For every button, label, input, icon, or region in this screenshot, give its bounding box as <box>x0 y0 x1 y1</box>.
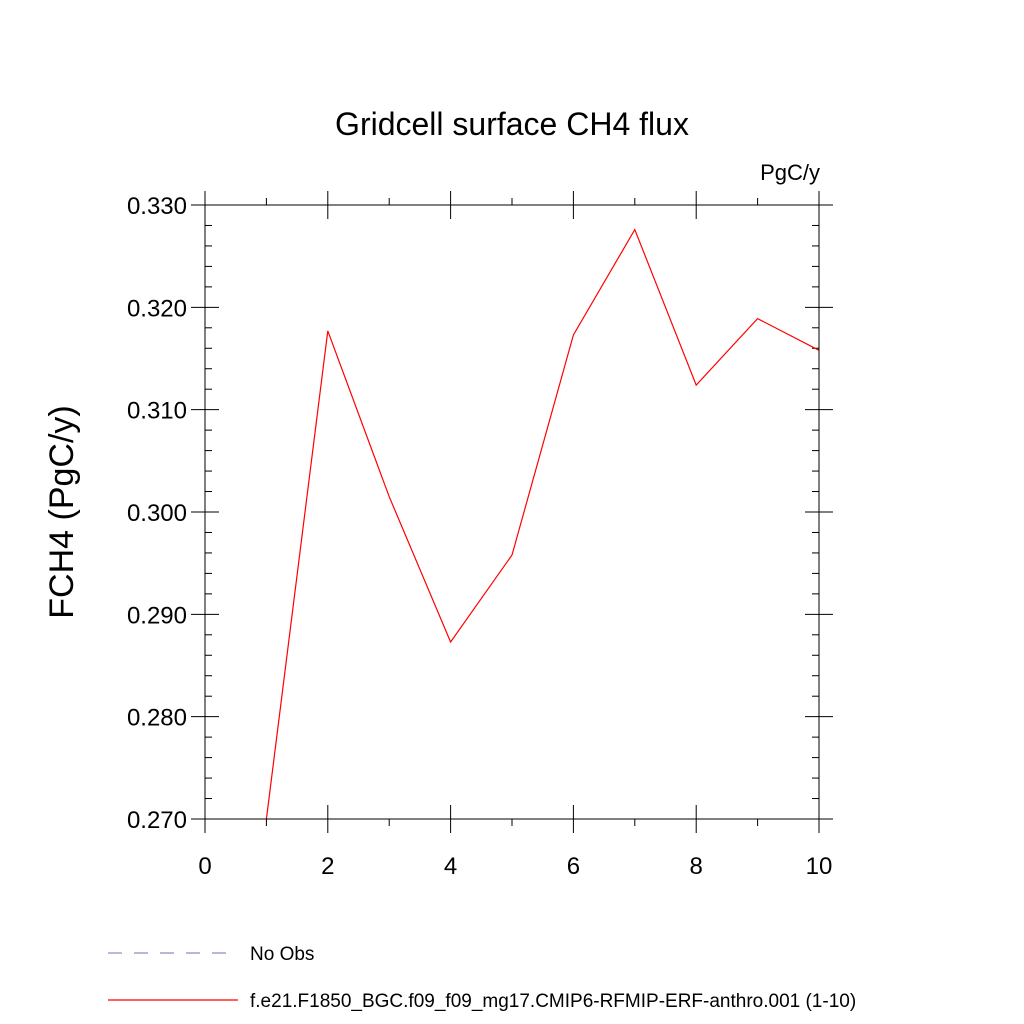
x-tick-label: 6 <box>567 853 580 880</box>
x-tick-label: 2 <box>321 853 334 880</box>
y-axis-label: FCH4 (PgC/y) <box>43 405 81 618</box>
minor-ticks <box>205 198 819 826</box>
series-layer <box>265 228 820 820</box>
y-tick-label: 0.310 <box>127 398 187 425</box>
legend-label-no-obs: No Obs <box>250 944 314 965</box>
legend-label-series: f.e21.F1850_BGC.f09_f09_mg17.CMIP6-RFMIP… <box>250 991 856 1012</box>
x-tick-label: 10 <box>806 853 833 880</box>
y-tick-label: 0.270 <box>127 807 187 834</box>
major-ticks <box>191 191 833 833</box>
x-tick-labels: 0 2 4 6 8 10 <box>198 853 832 880</box>
y-tick-label: 0.280 <box>127 705 187 732</box>
y-tick-label: 0.330 <box>127 193 187 220</box>
y-tick-label: 0.290 <box>127 602 187 629</box>
chart-title: Gridcell surface CH4 flux <box>335 106 689 142</box>
series-line-0 <box>265 228 820 820</box>
x-tick-label: 0 <box>198 853 211 880</box>
units-label: PgC/y <box>760 160 820 185</box>
y-tick-label: 0.320 <box>127 295 187 322</box>
y-tick-labels: 0.270 0.280 0.290 0.300 0.310 0.320 0.330 <box>127 193 187 834</box>
x-tick-label: 8 <box>690 853 703 880</box>
x-tick-label: 4 <box>444 853 457 880</box>
legend: No Obs f.e21.F1850_BGC.f09_f09_mg17.CMIP… <box>108 944 856 1012</box>
plot-frame <box>204 204 820 820</box>
y-tick-label: 0.300 <box>127 500 187 527</box>
